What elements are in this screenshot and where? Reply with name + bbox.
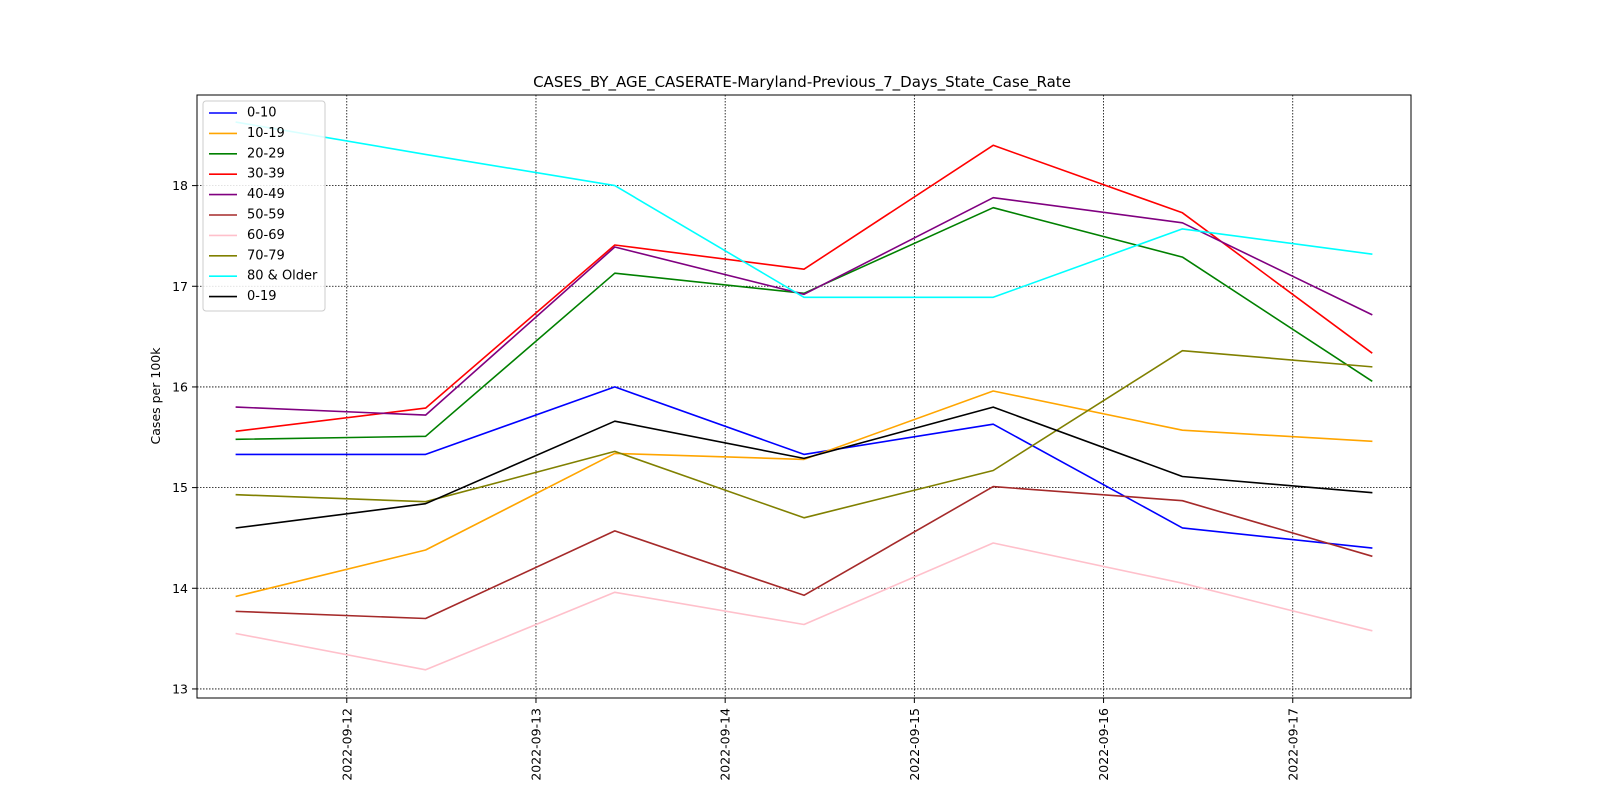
series-line-9 bbox=[235, 406, 1373, 529]
series-line-0 bbox=[235, 386, 1373, 549]
y-tick-label: 14 bbox=[172, 581, 188, 596]
y-tick-label: 13 bbox=[172, 681, 188, 696]
series-line-5 bbox=[235, 485, 1373, 620]
series-line-6 bbox=[235, 542, 1373, 671]
x-tick-label: 2022-09-13 bbox=[528, 708, 543, 781]
legend-entry: 0-19 bbox=[247, 289, 277, 304]
y-tick-label: 17 bbox=[172, 279, 188, 294]
legend-entry: 60-69 bbox=[247, 228, 285, 243]
legend-entry: 50-59 bbox=[247, 208, 285, 223]
series-line-3 bbox=[235, 144, 1373, 433]
y-tick-label: 18 bbox=[172, 178, 188, 193]
legend-entry: 10-19 bbox=[247, 126, 285, 141]
chart-title: CASES_BY_AGE_CASERATE-Maryland-Previous_… bbox=[533, 73, 1071, 92]
legend-entry: 70-79 bbox=[247, 248, 285, 263]
legend-entry: 80 & Older bbox=[247, 269, 318, 284]
series-lines bbox=[235, 121, 1373, 671]
x-tick-label: 2022-09-17 bbox=[1285, 708, 1300, 781]
x-tick-label: 2022-09-14 bbox=[718, 708, 733, 781]
x-tick-label: 2022-09-16 bbox=[1096, 708, 1111, 781]
series-line-2 bbox=[235, 206, 1373, 441]
series-line-1 bbox=[235, 390, 1373, 598]
y-axis-label: Cases per 100k bbox=[148, 347, 163, 445]
x-axis-ticks: 2022-09-12 2022-09-13 2022-09-14 2022-09-15… bbox=[339, 698, 1300, 781]
y-tick-label: 15 bbox=[172, 480, 188, 495]
legend-entry: 0-10 bbox=[247, 106, 277, 121]
y-tick-label: 16 bbox=[172, 379, 188, 394]
legend-entry: 20-29 bbox=[247, 146, 285, 161]
y-axis-ticks: 13 14 15 16 17 18 bbox=[172, 178, 197, 696]
series-line-7 bbox=[235, 349, 1373, 519]
plot-area-frame bbox=[196, 94, 1412, 699]
legend-entry: 40-49 bbox=[247, 187, 285, 202]
series-line-8 bbox=[235, 121, 1373, 299]
legend: 0-10 10-19 20-29 30-39 40-49 50-59 60-69 70-79 8… bbox=[202, 100, 326, 312]
x-tick-label: 2022-09-15 bbox=[907, 708, 922, 781]
grid bbox=[197, 95, 1411, 698]
legend-entry: 30-39 bbox=[247, 167, 285, 182]
series-line-4 bbox=[235, 196, 1373, 416]
x-tick-label: 2022-09-12 bbox=[339, 708, 354, 781]
